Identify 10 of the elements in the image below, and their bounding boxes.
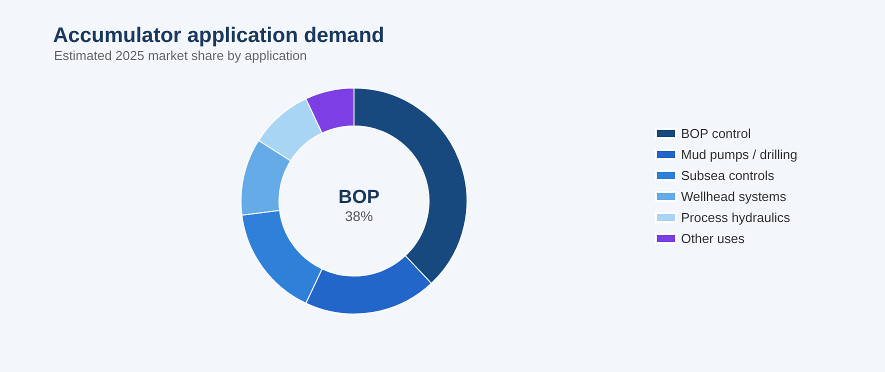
legend-label: Wellhead systems <box>681 189 787 204</box>
legend-label: Other uses <box>681 231 746 246</box>
chart-subtitle: Estimated 2025 market share by application <box>54 48 307 63</box>
legend-label: Mud pumps / drilling <box>681 147 798 162</box>
chart-title: Accumulator application demand <box>53 24 384 47</box>
legend-label: Subsea controls <box>681 168 775 183</box>
text: BOP <box>338 187 380 208</box>
legend-label: BOP control <box>681 126 751 141</box>
legend-label: Process hydraulics <box>681 210 791 225</box>
text: 38% <box>344 208 374 224</box>
